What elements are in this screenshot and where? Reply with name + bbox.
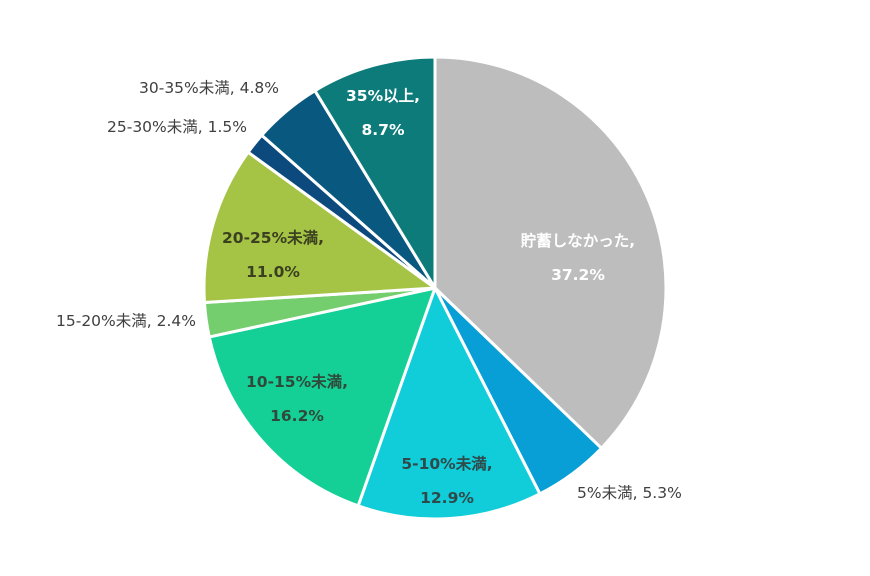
label-20-25-name: 20-25%未満,: [222, 229, 324, 247]
label-under-5: 5%未満, 5.3%: [577, 476, 682, 510]
label-5-10-value: 12.9%: [420, 489, 474, 507]
label-20-25: 20-25%未満, 11.0%: [222, 221, 324, 289]
pie-slice: [202, 150, 437, 304]
label-15-20-text: 15-20%未満, 2.4%: [56, 312, 196, 330]
label-35-plus: 35%以上, 8.7%: [346, 79, 420, 147]
pie-slice: [313, 55, 437, 290]
label-no-savings-value: 37.2%: [551, 266, 605, 284]
label-30-35: 30-35%未満, 4.8%: [139, 71, 279, 105]
label-10-15: 10-15%未満, 16.2%: [246, 365, 348, 433]
label-35-plus-value: 8.7%: [361, 121, 405, 139]
label-20-25-value: 11.0%: [246, 263, 300, 281]
label-25-30: 25-30%未満, 1.5%: [107, 110, 247, 144]
label-15-20: 15-20%未満, 2.4%: [56, 304, 196, 338]
pie-slice: [433, 55, 668, 450]
label-30-35-text: 30-35%未満, 4.8%: [139, 79, 279, 97]
label-under-5-text: 5%未満, 5.3%: [577, 484, 682, 502]
label-10-15-value: 16.2%: [270, 407, 324, 425]
pie-slices: [202, 55, 668, 521]
label-no-savings: 貯蓄しなかった, 37.2%: [521, 224, 635, 292]
label-5-10-name: 5-10%未満,: [401, 455, 493, 473]
label-no-savings-name: 貯蓄しなかった,: [520, 232, 636, 250]
label-35-plus-name: 35%以上,: [346, 87, 420, 105]
label-25-30-text: 25-30%未満, 1.5%: [107, 118, 247, 136]
pie-slice: [207, 286, 437, 508]
label-5-10: 5-10%未満, 12.9%: [401, 447, 492, 515]
label-10-15-name: 10-15%未満,: [246, 373, 348, 391]
pie-slice: [356, 286, 542, 521]
